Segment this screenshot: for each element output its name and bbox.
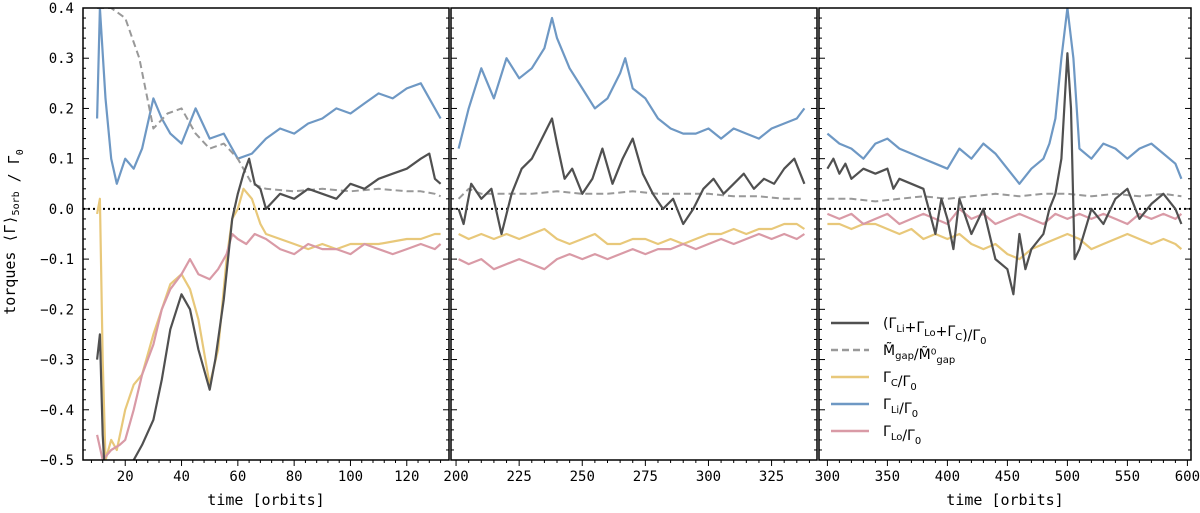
panel-frame — [818, 7, 1192, 461]
x-tick-label: 450 — [995, 469, 1020, 485]
legend-entry-total: (ΓLi+ΓLo+ΓC)/Γ0 — [831, 316, 987, 347]
x-tick-label: 350 — [875, 469, 900, 485]
x-axis-label: time [orbits] — [946, 491, 1063, 509]
y-tick-label: 0.1 — [49, 152, 74, 168]
x-tick-label: 600 — [1175, 469, 1200, 485]
x-tick-label: 250 — [570, 469, 595, 485]
x-tick-label: 20 — [117, 469, 134, 485]
legend-label: ΓLi/Γ0 — [883, 397, 918, 420]
panel-2: 200 225 250 275 300 325 — [443, 7, 818, 485]
series-mgap-line — [97, 8, 442, 198]
x-tick-label: 550 — [1115, 469, 1140, 485]
y-tick-label: 0.3 — [49, 51, 74, 67]
x-tick-label: 400 — [935, 469, 960, 485]
legend-entry-mgap: M̃gap/M̃⁰gap — [831, 342, 955, 366]
legend-entry-corotation: ΓC/Γ0 — [831, 370, 917, 393]
series-inner-lindblad-line — [457, 16, 806, 149]
series-inner-lindblad-line — [96, 8, 442, 185]
x-tick-label: 80 — [286, 469, 303, 485]
y-tick-label: −0.2 — [40, 302, 74, 318]
series-total-line — [826, 52, 1183, 296]
series-total-line — [457, 117, 806, 236]
x-tick-label: 200 — [443, 469, 468, 485]
y-tick-label: −0.1 — [40, 252, 74, 268]
series-total-line — [96, 152, 442, 460]
x-tick-label: 60 — [229, 469, 246, 485]
y-tick-label: −0.3 — [40, 353, 74, 369]
series-corotation-line — [96, 187, 441, 460]
panels-group: 20 40 60 80 100 120 time [orbits] 200 225 250 275 3… — [40, 1, 1200, 509]
series-corotation-line — [827, 222, 1183, 261]
panel-frame — [82, 7, 450, 461]
x-tick-label: 500 — [1055, 469, 1080, 485]
legend-entry-outer-lindblad: ΓLo/Γ0 — [831, 424, 921, 447]
legend-label: M̃gap/M̃⁰gap — [883, 342, 955, 366]
x-axis-label: time [orbits] — [207, 491, 324, 509]
x-tick-label: 300 — [815, 469, 840, 485]
legend-entry-inner-lindblad: ΓLi/Γ0 — [831, 397, 918, 420]
y-tick-label: −0.4 — [40, 403, 74, 419]
legend-label: (ΓLi+ΓLo+ΓC)/Γ0 — [883, 316, 987, 347]
series-corotation-line — [458, 222, 806, 246]
series-mgap-line — [827, 192, 1182, 203]
legend: (ΓLi+ΓLo+ΓC)/Γ0M̃gap/M̃⁰gap ΓC/Γ0 ΓLi/Γ0 ΓL… — [831, 316, 987, 447]
series-mgap-line — [457, 187, 805, 200]
panel-frame — [450, 7, 818, 461]
x-tick-label: 300 — [696, 469, 721, 485]
x-tick-label: 325 — [759, 469, 784, 485]
y-tick-label: 0.2 — [49, 101, 74, 117]
y-tick-label: −0.5 — [40, 453, 74, 469]
series-inner-lindblad-line — [826, 8, 1183, 185]
series-outer-lindblad-line — [826, 207, 1183, 226]
x-tick-label: 275 — [633, 469, 658, 485]
series-outer-lindblad-line — [458, 232, 806, 271]
x-tick-label: 120 — [394, 469, 419, 485]
x-tick-label: 100 — [338, 469, 363, 485]
legend-label: ΓLo/Γ0 — [883, 424, 921, 447]
y-axis-label: torques ⟨Γ⟩5orb / Γ0 — [1, 149, 26, 315]
legend-label: ΓC/Γ0 — [883, 370, 917, 393]
panel-3: 300 350 400 450 500 550 600 time [orbits] — [815, 7, 1200, 509]
series-outer-lindblad-line — [96, 232, 442, 460]
x-tick-label: 40 — [173, 469, 190, 485]
x-tick-label: 225 — [507, 469, 532, 485]
y-tick-label: 0.4 — [49, 1, 74, 17]
y-tick-label: 0.0 — [49, 202, 74, 218]
panel-1: 20 40 60 80 100 120 time [orbits] — [82, 7, 450, 509]
